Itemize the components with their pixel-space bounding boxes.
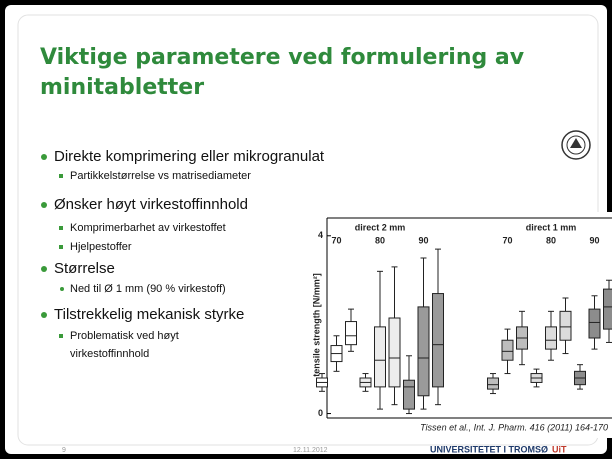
bullet-dot (41, 202, 47, 208)
university: UNIVERSITETET I TROMSØ (430, 444, 548, 454)
box (501, 339, 514, 361)
bullet: Direkte komprimering eller mikrogranulat (54, 148, 325, 165)
bullet-dot (41, 312, 47, 318)
box (345, 321, 357, 346)
box (403, 379, 415, 410)
sub-dot (59, 334, 63, 338)
y-axis-label: tensile strength [N/mm²] (311, 273, 321, 377)
group-label: 80 (375, 235, 385, 245)
box (374, 326, 386, 388)
panel-label: direct 2 mm (355, 222, 406, 232)
y-tick-label: 4 (318, 230, 323, 240)
date: 12.11.2012 (293, 447, 328, 454)
box (432, 293, 444, 388)
bullet: Tilstrekkelig mekanisk styrke (54, 306, 244, 323)
sub-bullet: Ned til Ø 1 mm (90 % virkestoff) (70, 283, 226, 295)
sub-dot (60, 287, 64, 291)
sub-bullet: virkestoffinnhold (70, 348, 149, 360)
sub-bullet: Partikkelstørrelse vs matrisediameter (70, 170, 251, 182)
citation: Tissen et al., Int. J. Pharm. 416 (2011)… (420, 422, 608, 432)
bullet: Størrelse (54, 260, 115, 277)
sub-bullet: Komprimerbarhet av virkestoffet (70, 222, 226, 234)
y-tick-label: 0 (318, 408, 323, 418)
sub-bullet: Problematisk ved høyt (70, 330, 179, 342)
sub-dot (59, 174, 63, 178)
sub-dot (59, 226, 63, 230)
group-label: 90 (589, 235, 599, 245)
box (545, 326, 557, 350)
bullet: Ønsker høyt virkestoffinnhold (54, 196, 248, 213)
page-number: 9 (62, 447, 66, 454)
sub-dot (59, 245, 63, 249)
box (487, 377, 499, 390)
panel-label: direct 1 mm (526, 222, 577, 232)
bullet-dot (41, 266, 47, 272)
logo-seal (561, 130, 591, 160)
group-label: 80 (546, 235, 556, 245)
university-short: UiT (552, 444, 567, 454)
bullet-dot (41, 154, 47, 160)
title: minitabletter (40, 75, 204, 100)
box (588, 308, 601, 339)
group-label: 70 (502, 235, 512, 245)
box (603, 288, 612, 330)
group-label: 70 (331, 235, 341, 245)
box (559, 310, 572, 341)
sub-bullet: Hjelpestoffer (70, 241, 132, 253)
box (417, 306, 430, 397)
title: Viktige parametere ved formulering av (40, 45, 525, 70)
group-label: 90 (418, 235, 428, 245)
box (388, 317, 401, 388)
